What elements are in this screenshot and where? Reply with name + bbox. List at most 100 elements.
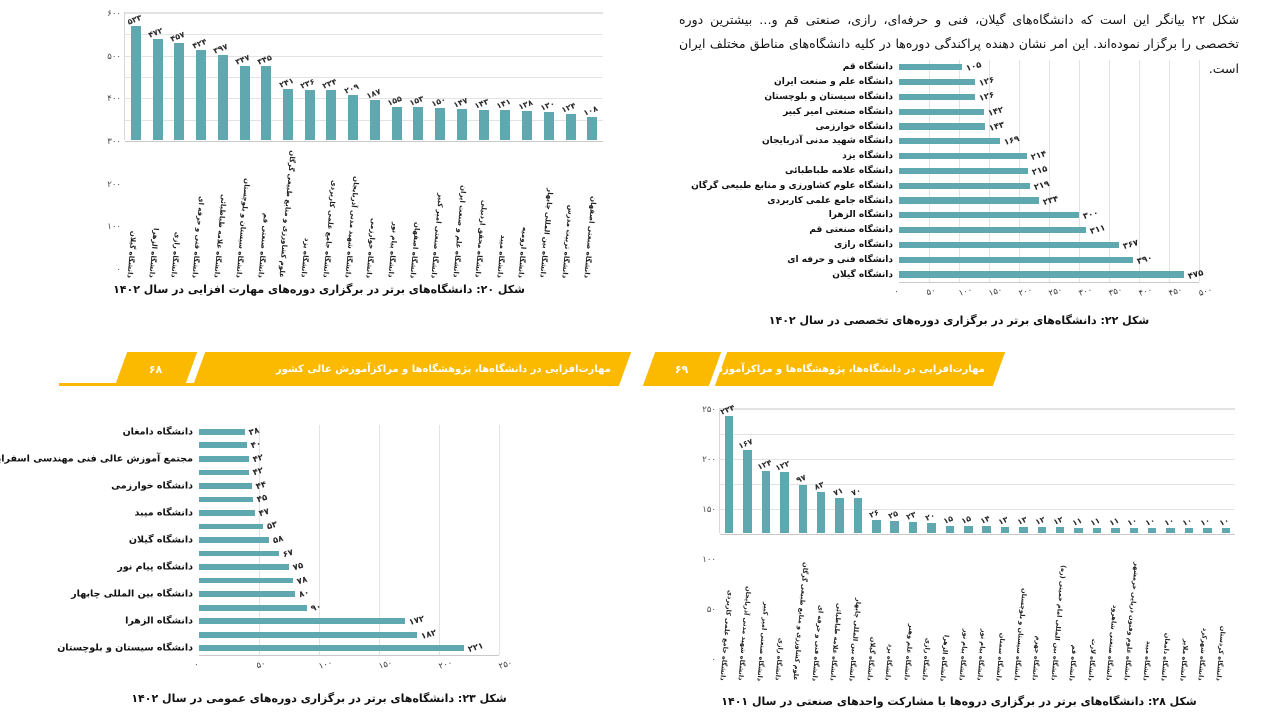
bar-column[interactable]: ۱۰ bbox=[1199, 408, 1217, 533]
bar[interactable] bbox=[900, 64, 963, 71]
bar[interactable] bbox=[200, 442, 248, 449]
bar-row[interactable]: ۴۷۵ دانشگاه گیلان bbox=[833, 267, 1205, 282]
bar-column[interactable]: ۱۰ bbox=[1144, 408, 1162, 533]
bar[interactable] bbox=[900, 182, 1032, 189]
bar[interactable] bbox=[175, 42, 186, 140]
bar-row[interactable]: ۳۱۱ دانشگاه صنعتی قم bbox=[810, 223, 1200, 238]
bar[interactable] bbox=[200, 604, 308, 611]
bar-row[interactable]: ۷۵ دانشگاه پیام نور bbox=[118, 560, 500, 574]
bar[interactable] bbox=[900, 241, 1121, 249]
bar[interactable] bbox=[900, 167, 1029, 175]
bar[interactable] bbox=[1001, 526, 1011, 533]
bar[interactable] bbox=[327, 90, 338, 140]
bar-row[interactable]: ۱۰۵ دانشگاه قم bbox=[844, 60, 1200, 75]
bar[interactable] bbox=[983, 526, 992, 533]
bar[interactable] bbox=[240, 65, 251, 140]
bar[interactable] bbox=[900, 256, 1134, 263]
bar-column[interactable]: ۳۴۷ bbox=[235, 12, 257, 140]
bar[interactable] bbox=[457, 108, 468, 140]
bar-row[interactable]: ۱۲۶ دانشگاه علم و صنعت ایران bbox=[775, 75, 1200, 90]
bar-row[interactable]: ۲۲۱ دانشگاه سیستان و بلوچستان bbox=[58, 641, 500, 655]
bar-column[interactable]: ۲۳۶ bbox=[300, 12, 322, 140]
bar[interactable] bbox=[799, 484, 808, 533]
bar-row[interactable]: ۱۸۲ bbox=[200, 628, 500, 642]
bar[interactable] bbox=[817, 491, 827, 533]
bar-column[interactable]: ۴۲۴ bbox=[191, 12, 213, 140]
bar[interactable] bbox=[1075, 527, 1084, 533]
bar[interactable] bbox=[900, 108, 986, 115]
bar-column[interactable]: ۲۳ bbox=[905, 408, 923, 533]
bar-column[interactable]: ۱۲۲ bbox=[775, 408, 794, 533]
bar-column[interactable]: ۱۲ bbox=[1052, 408, 1070, 533]
bar-column[interactable]: ۳۴۵ bbox=[256, 12, 278, 140]
bar-column[interactable]: ۲۶ bbox=[868, 408, 886, 533]
bar[interactable] bbox=[900, 227, 1087, 234]
bar-column[interactable]: ۱۶۷ bbox=[738, 408, 757, 533]
bar[interactable] bbox=[900, 212, 1080, 219]
bar-column[interactable]: ۱۳ bbox=[1015, 408, 1033, 533]
bar[interactable] bbox=[900, 138, 1002, 145]
bar-column[interactable]: ۱۰ bbox=[1181, 408, 1199, 533]
bar[interactable] bbox=[200, 523, 264, 530]
bar[interactable] bbox=[900, 271, 1185, 278]
bar[interactable] bbox=[544, 112, 555, 140]
bar-row[interactable]: ۹۰ bbox=[200, 601, 500, 615]
bar[interactable] bbox=[909, 521, 919, 533]
bar-column[interactable]: ۱۰۸ bbox=[582, 12, 604, 140]
bar-column[interactable]: ۱۳ bbox=[997, 408, 1015, 533]
bar[interactable] bbox=[1112, 527, 1121, 533]
bar[interactable] bbox=[200, 428, 246, 435]
bar-column[interactable]: ۵۳۳ bbox=[126, 12, 148, 140]
bar[interactable] bbox=[414, 107, 425, 140]
bar-column[interactable]: ۱۱ bbox=[1107, 408, 1125, 533]
bar-row[interactable]: ۳۸ دانشگاه دامغان bbox=[124, 425, 500, 439]
bar-column[interactable]: ۴۷۲ bbox=[148, 12, 170, 140]
bar-column[interactable]: ۲۳۴ bbox=[720, 403, 739, 533]
bar[interactable] bbox=[1130, 528, 1140, 533]
bar-row[interactable]: ۶۷ bbox=[200, 547, 500, 561]
bar-row[interactable]: ۲۱۹ دانشگاه علوم کشاورزی و منابع طبیعی گر… bbox=[692, 178, 1200, 193]
bar[interactable] bbox=[725, 416, 735, 533]
bar[interactable] bbox=[200, 455, 251, 462]
bar-row[interactable]: ۵۳ bbox=[200, 520, 500, 534]
bar-column[interactable]: ۱۵۵ bbox=[387, 12, 409, 140]
bar-column[interactable]: ۱۰ bbox=[1162, 408, 1180, 533]
bar[interactable] bbox=[200, 537, 270, 543]
bar[interactable] bbox=[900, 123, 986, 130]
bar-column[interactable]: ۴۵۷ bbox=[169, 12, 191, 140]
bar[interactable] bbox=[1204, 528, 1213, 533]
bar[interactable] bbox=[1093, 527, 1103, 533]
bar-row[interactable]: ۱۶۹ دانشگاه شهید مدنی آذربایجان bbox=[763, 134, 1200, 149]
bar[interactable] bbox=[900, 79, 976, 86]
bar-row[interactable]: ۴۵ bbox=[200, 493, 500, 507]
bar[interactable] bbox=[744, 449, 753, 533]
bar-column[interactable]: ۲۳۴ bbox=[322, 12, 344, 140]
bar[interactable] bbox=[946, 525, 956, 533]
bar[interactable] bbox=[284, 88, 294, 140]
bar-column[interactable]: ۳۹۷ bbox=[213, 12, 235, 140]
bar[interactable] bbox=[349, 95, 360, 140]
bar-column[interactable]: ۱۸۷ bbox=[365, 12, 387, 140]
bar-row[interactable]: ۱۴۳ دانشگاه خوارزمی bbox=[816, 119, 1200, 134]
bar[interactable] bbox=[218, 55, 229, 140]
bar-row[interactable]: ۲۳۴ دانشگاه جامع علمی کاربردی bbox=[768, 193, 1200, 208]
bar[interactable] bbox=[200, 483, 253, 489]
bar-row[interactable]: ۵۸ دانشگاه گیلان bbox=[130, 533, 500, 547]
bar[interactable] bbox=[566, 113, 577, 140]
bar-column[interactable]: ۱۰ bbox=[1126, 408, 1144, 533]
bar[interactable] bbox=[854, 498, 864, 533]
bar[interactable] bbox=[900, 197, 1041, 204]
bar-column[interactable]: ۱۲ bbox=[1034, 408, 1052, 533]
bar-row[interactable]: ۱۷۲ دانشگاه الزهرا bbox=[126, 614, 500, 628]
bar[interactable] bbox=[900, 93, 976, 101]
bar-column[interactable]: ۱۱ bbox=[1089, 408, 1107, 533]
bar-row[interactable]: ۳۶۷ دانشگاه رازی bbox=[835, 238, 1200, 253]
bar-column[interactable]: ۲۵ bbox=[887, 408, 905, 533]
bar-column[interactable]: ۱۴۱ bbox=[495, 12, 517, 140]
bar[interactable] bbox=[200, 645, 466, 652]
bar-column[interactable]: ۲۰۹ bbox=[343, 12, 365, 140]
bar[interactable] bbox=[781, 472, 790, 533]
bar-column[interactable]: ۱۴۳ bbox=[474, 12, 496, 140]
bar-column[interactable]: ۱۲۴ bbox=[757, 408, 776, 533]
bar[interactable] bbox=[200, 469, 251, 476]
